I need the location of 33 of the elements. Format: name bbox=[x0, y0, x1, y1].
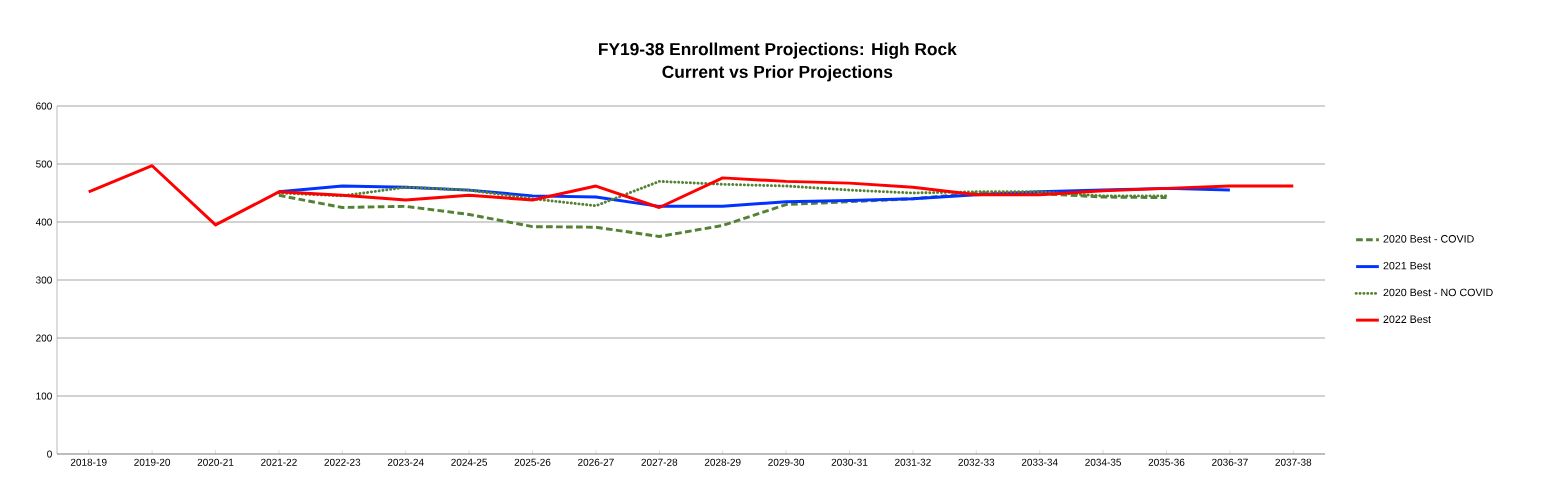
x-tick-label: 2030-31 bbox=[831, 458, 868, 466]
legend-label: 2021 Best bbox=[1383, 261, 1431, 270]
x-tick-label: 2027-28 bbox=[641, 458, 678, 466]
x-tick-label: 2033-34 bbox=[1021, 458, 1058, 466]
x-tick-label: 2035-36 bbox=[1148, 458, 1185, 466]
x-tick-label: 2018-19 bbox=[70, 458, 107, 466]
y-tick-label: 0 bbox=[47, 450, 52, 458]
x-tick-label: 2022-23 bbox=[324, 458, 361, 466]
legend-label: 2020 Best - NO COVID bbox=[1383, 288, 1493, 297]
x-tick-label: 2037-38 bbox=[1275, 458, 1312, 466]
x-tick-label: 2029-30 bbox=[768, 458, 805, 466]
y-tick-label: 100 bbox=[36, 392, 52, 400]
y-tick-label: 500 bbox=[36, 160, 52, 168]
x-tick-label: 2031-32 bbox=[895, 458, 931, 466]
legend-label: 2022 Best bbox=[1383, 315, 1431, 323]
y-tick-label: 600 bbox=[36, 102, 52, 110]
x-tick-label: 2036-37 bbox=[1212, 458, 1248, 466]
x-tick-label: 2028-29 bbox=[704, 458, 741, 466]
x-tick-label: 2025-26 bbox=[514, 458, 551, 466]
legend-label: 2020 Best - COVID bbox=[1383, 235, 1474, 243]
x-tick-label: 2019-20 bbox=[134, 458, 171, 466]
x-tick-label: 2024-25 bbox=[451, 458, 488, 466]
chart-subtitle: Current vs Prior Projections bbox=[662, 65, 893, 82]
y-tick-label: 200 bbox=[36, 334, 52, 342]
y-tick-label: 400 bbox=[35, 218, 52, 226]
x-tick-label: 2026-27 bbox=[578, 458, 614, 466]
chart-title: FY19-38 Enrollment Projections: High Rock bbox=[599, 42, 957, 59]
x-tick-label: 2034-35 bbox=[1085, 458, 1122, 466]
x-tick-label: 2021-22 bbox=[261, 458, 297, 466]
x-tick-label: 2023-24 bbox=[387, 458, 424, 466]
x-tick-label: 2032-33 bbox=[958, 458, 995, 466]
x-tick-label: 2020-21 bbox=[197, 458, 234, 466]
y-tick-label: 300 bbox=[36, 276, 52, 284]
